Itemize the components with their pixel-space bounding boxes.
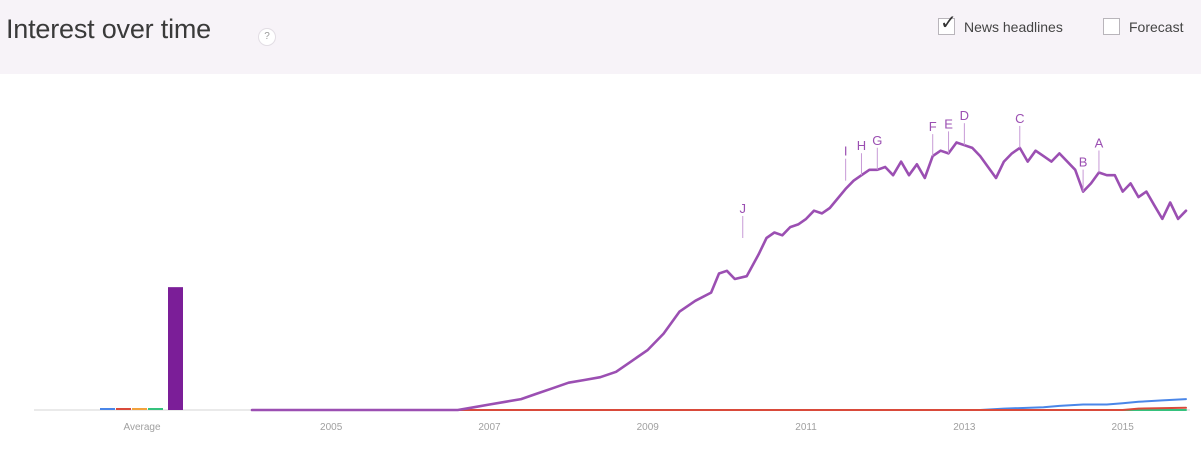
annotation-label: I [844, 144, 848, 159]
annotation-label: G [872, 133, 882, 148]
chart-header: Interest over time ? ✓ News headlines Fo… [0, 0, 1201, 74]
series-line [251, 406, 1187, 411]
forecast-checkbox[interactable] [1103, 18, 1120, 35]
news-headlines-checkbox[interactable]: ✓ [938, 12, 957, 35]
average-bar [132, 408, 147, 410]
checkmark-icon: ✓ [940, 10, 957, 34]
average-bar [116, 408, 131, 410]
chart-title: Interest over time [6, 14, 211, 44]
annotation-label: F [929, 119, 937, 134]
x-tick-label: 2015 [1112, 422, 1135, 433]
x-tick-label: 2009 [637, 422, 660, 433]
series-line [250, 141, 1188, 412]
x-tick-label: 2007 [478, 422, 501, 433]
annotation-label: A [1095, 135, 1104, 150]
x-tick-label: 2013 [953, 422, 976, 433]
forecast-toggle[interactable]: Forecast [1103, 18, 1183, 35]
news-headlines-toggle[interactable]: ✓ News headlines [938, 12, 1063, 35]
average-bar [148, 408, 163, 410]
annotation-label: E [944, 116, 953, 131]
x-tick-label: 2011 [795, 422, 817, 433]
interest-chart: 2005 2007 2009 2011 2013 2015 Average J I H G F ED C B… [34, 108, 1190, 433]
annotation-label: C [1015, 111, 1024, 126]
average-bar [168, 287, 183, 410]
annotation-label: D [960, 108, 969, 123]
average-bar [100, 408, 115, 410]
average-label: Average [123, 422, 161, 433]
help-icon[interactable]: ? [258, 28, 276, 46]
x-tick-label: 2005 [320, 422, 343, 433]
annotation-label: H [857, 138, 866, 153]
series-line [251, 398, 1187, 411]
forecast-label[interactable]: Forecast [1129, 18, 1184, 35]
annotation-label: J [739, 201, 746, 216]
news-headlines-label[interactable]: News headlines [964, 18, 1063, 35]
annotation-label: B [1079, 155, 1088, 170]
